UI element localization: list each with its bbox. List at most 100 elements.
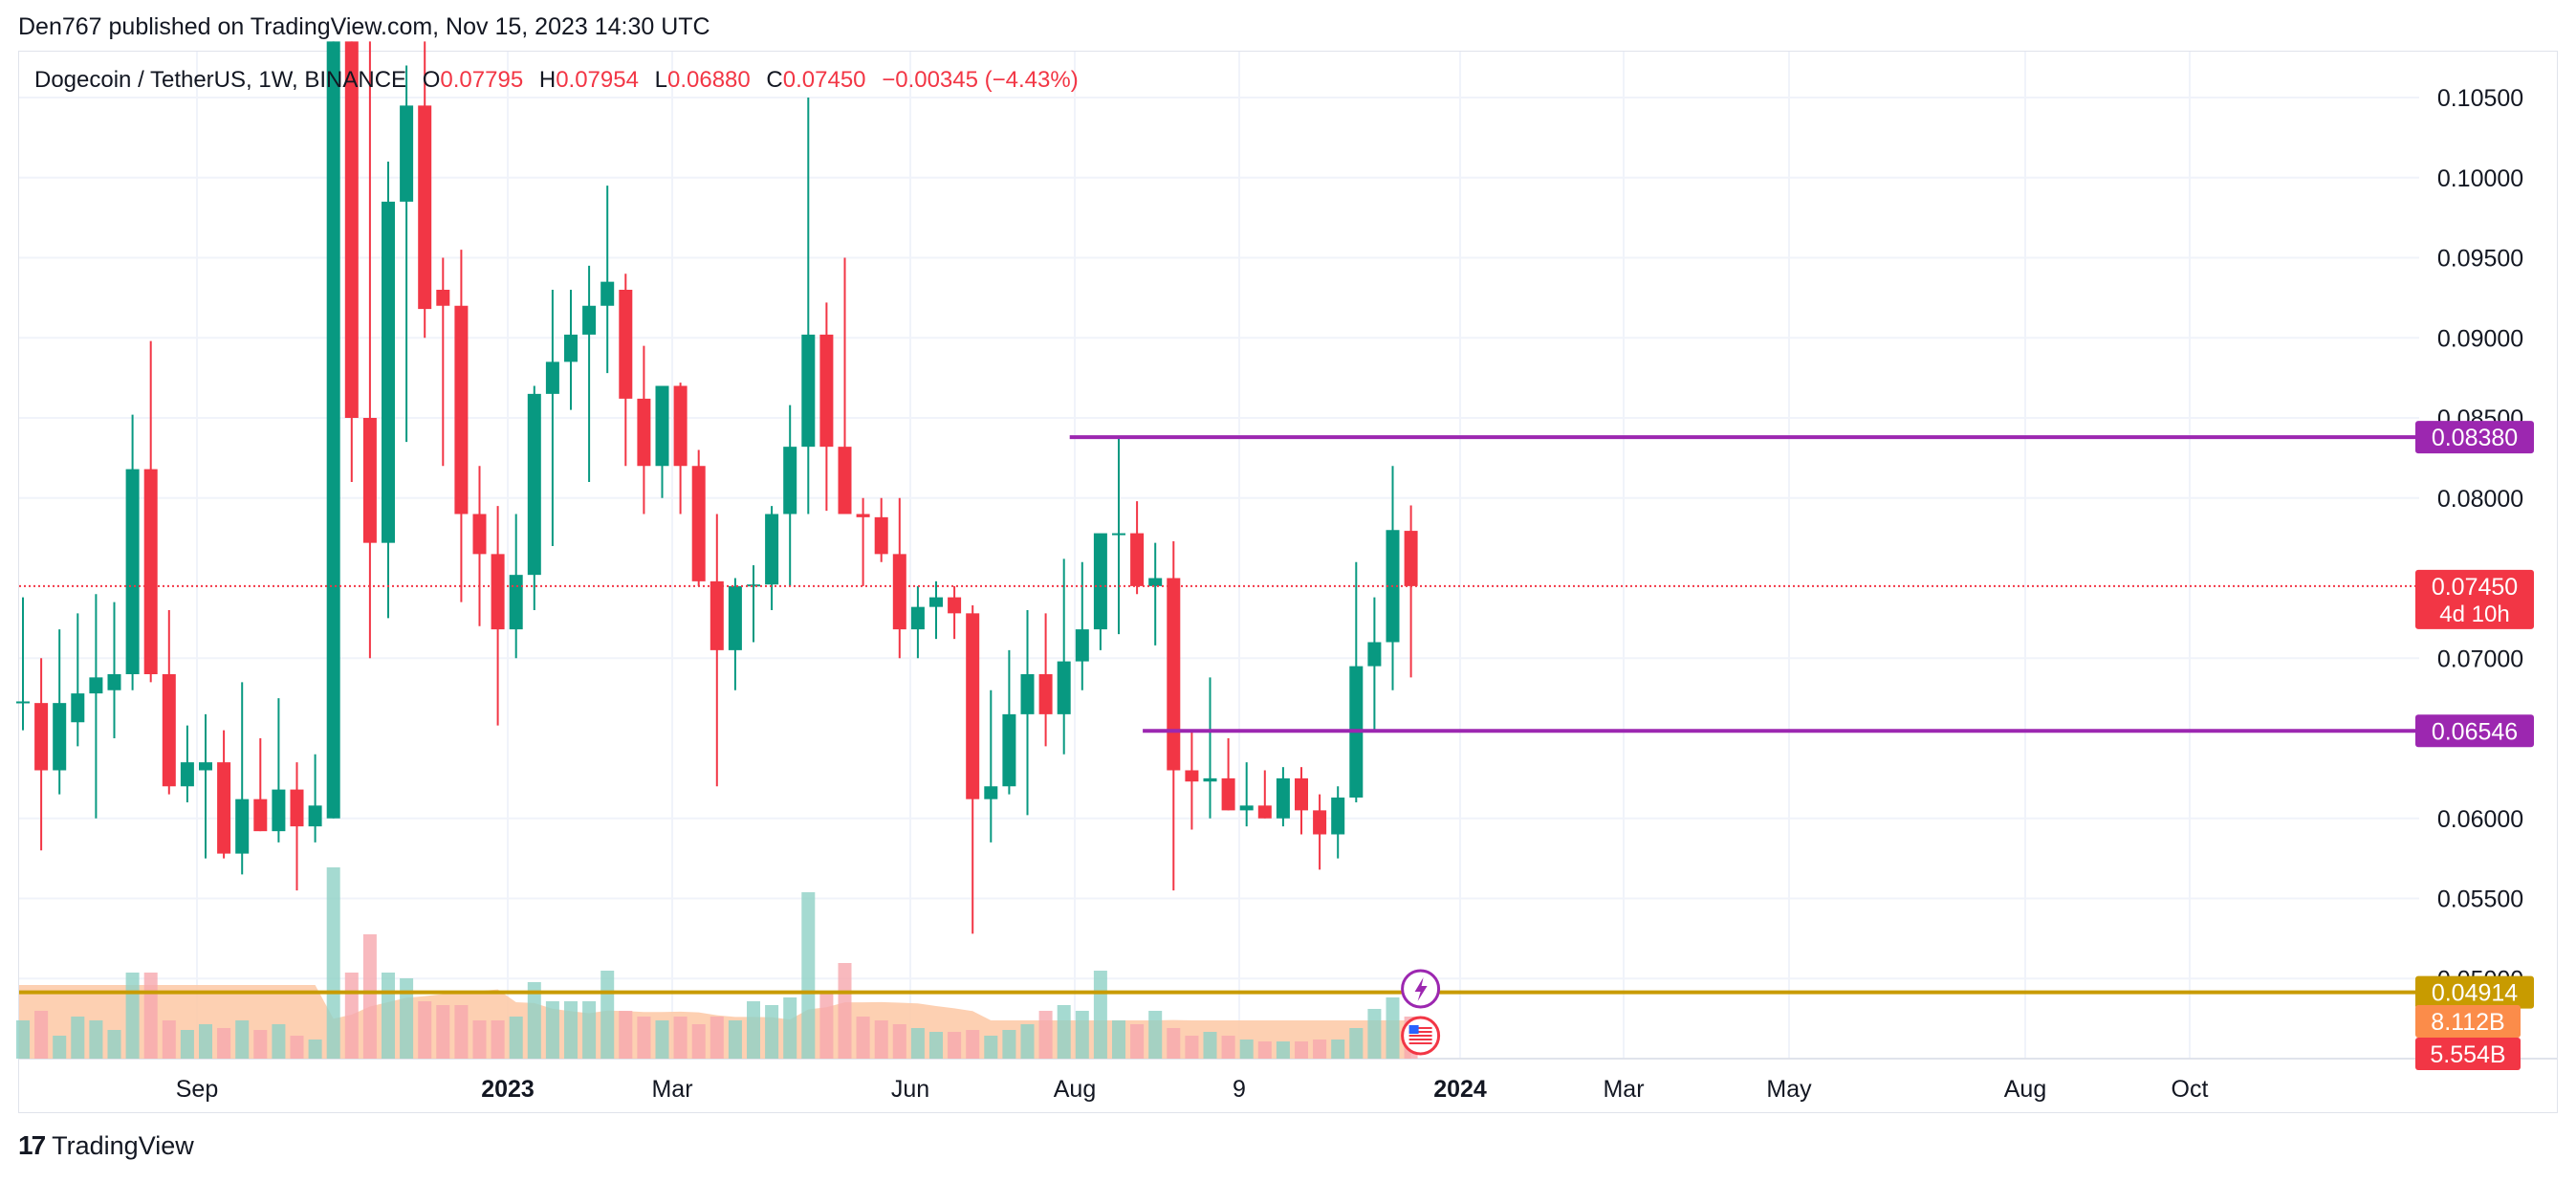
flag-stripe bbox=[1408, 1039, 1432, 1040]
candle-body bbox=[217, 762, 231, 854]
volume-bar bbox=[326, 867, 340, 1059]
candle-body bbox=[290, 789, 304, 827]
volume-bar bbox=[1257, 1041, 1272, 1059]
candle-body bbox=[783, 447, 797, 514]
candle-body bbox=[1331, 797, 1345, 835]
volume-bar bbox=[53, 1036, 67, 1059]
flag-stripe bbox=[1408, 1031, 1432, 1033]
candle-body bbox=[107, 674, 121, 690]
candle-body bbox=[199, 762, 212, 771]
volume-bar bbox=[1038, 1011, 1053, 1059]
volume-bar bbox=[1020, 1024, 1035, 1059]
price-tick-label: 0.09000 bbox=[2437, 325, 2523, 352]
candle-body bbox=[838, 447, 852, 514]
candle-body bbox=[1221, 777, 1235, 811]
candle-body bbox=[655, 385, 669, 467]
volume-bar bbox=[783, 997, 797, 1059]
price-tick-label: 0.08000 bbox=[2437, 486, 2523, 513]
candle-body bbox=[1075, 629, 1089, 662]
volume-bar bbox=[199, 1024, 212, 1059]
volume-bar bbox=[1331, 1040, 1345, 1059]
time-tick-label: 9 bbox=[1233, 1076, 1246, 1103]
volume-bar bbox=[545, 1001, 559, 1059]
time-tick-label: Aug bbox=[1054, 1076, 1096, 1103]
candle-body bbox=[89, 677, 103, 694]
price-label-text: 0.06546 bbox=[2432, 718, 2518, 745]
price-tick-label: 0.06000 bbox=[2437, 806, 2523, 833]
candle-body bbox=[34, 703, 49, 771]
time-tick-label: 2023 bbox=[481, 1076, 535, 1103]
candle-body bbox=[856, 514, 870, 517]
candle-body bbox=[1257, 805, 1272, 819]
volume-bar bbox=[966, 1030, 980, 1059]
candle-body bbox=[1203, 777, 1217, 782]
candle-body bbox=[272, 789, 286, 832]
publisher-line: Den767 published on TradingView.com, Nov… bbox=[18, 13, 710, 40]
candle-body bbox=[673, 385, 688, 467]
volume-bar bbox=[1295, 1041, 1308, 1059]
candle-body bbox=[1185, 770, 1199, 782]
time-tick-label: Jun bbox=[891, 1076, 929, 1103]
volume-bar bbox=[874, 1020, 888, 1059]
volume-label-text: 8.112B bbox=[2431, 1009, 2504, 1036]
volume-bar bbox=[747, 1001, 760, 1059]
flag-stripe bbox=[1408, 1035, 1432, 1037]
volume-bar bbox=[1148, 1011, 1163, 1059]
change-value: −0.00345 (−4.43%) bbox=[882, 67, 1079, 93]
symbol-title: Dogecoin / TetherUS, 1W, BINANCE bbox=[34, 67, 407, 93]
volume-bar bbox=[1239, 1040, 1254, 1059]
price-tick-label: 0.09500 bbox=[2437, 246, 2523, 273]
candle-body bbox=[582, 305, 597, 335]
volume-bar bbox=[1221, 1036, 1235, 1059]
volume-bar bbox=[1130, 1024, 1145, 1059]
volume-bar bbox=[709, 1017, 724, 1059]
tradingview-logo-icon: 17 bbox=[18, 1130, 46, 1160]
volume-bar bbox=[838, 963, 852, 1059]
volume-bar bbox=[491, 1020, 505, 1059]
volume-bar bbox=[290, 1036, 304, 1059]
price-label-text: 0.04914 bbox=[2432, 980, 2518, 1007]
time-tick-label: Mar bbox=[1603, 1076, 1644, 1103]
candle-body bbox=[801, 334, 816, 448]
volume-bar bbox=[691, 1024, 706, 1059]
candle-body bbox=[344, 41, 359, 418]
candle-body bbox=[1276, 777, 1290, 819]
footer-brand[interactable]: 17 TradingView bbox=[18, 1130, 194, 1161]
candle-body bbox=[180, 762, 194, 787]
candle-body bbox=[1313, 810, 1327, 835]
volume-bar bbox=[929, 1032, 943, 1059]
volume-bars bbox=[16, 867, 1418, 1059]
volume-bar bbox=[637, 1017, 651, 1059]
price-label-box bbox=[2415, 569, 2534, 629]
volume-bar bbox=[436, 1005, 450, 1059]
candle-body bbox=[436, 290, 450, 306]
event-icons bbox=[1401, 969, 1441, 1056]
volume-bar bbox=[509, 1017, 523, 1059]
candle-body bbox=[53, 703, 67, 771]
close-label: C bbox=[766, 67, 783, 93]
volume-bar bbox=[71, 1017, 85, 1059]
price-label-box bbox=[2415, 975, 2534, 1009]
low-label: L bbox=[654, 67, 667, 93]
volume-bar bbox=[382, 973, 395, 1059]
volume-bar bbox=[472, 1020, 487, 1059]
symbol-legend: Dogecoin / TetherUS, 1W, BINANCE O0.0779… bbox=[34, 67, 1079, 94]
low-value: 0.06880 bbox=[666, 67, 751, 93]
volume-bar bbox=[1313, 1040, 1327, 1059]
candle-body bbox=[966, 613, 980, 799]
candle-body bbox=[326, 41, 340, 819]
time-tick-label: May bbox=[1766, 1076, 1812, 1103]
open-value: 0.07795 bbox=[440, 67, 524, 93]
close-value: 0.07450 bbox=[782, 67, 866, 93]
candle-body bbox=[1167, 578, 1181, 771]
candle-body bbox=[527, 393, 541, 576]
price-tick-label: 0.10000 bbox=[2437, 165, 2523, 192]
candle-body bbox=[691, 466, 706, 581]
volume-bar bbox=[253, 1030, 268, 1059]
candle-body bbox=[1367, 642, 1382, 667]
candle-body bbox=[1148, 578, 1163, 586]
price-label-text: 0.08380 bbox=[2432, 425, 2518, 451]
